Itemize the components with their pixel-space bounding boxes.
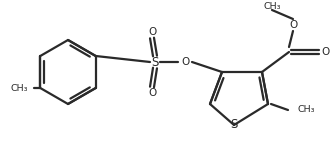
Text: S: S (151, 56, 159, 69)
Text: CH₃: CH₃ (263, 1, 281, 10)
Text: CH₃: CH₃ (10, 83, 28, 92)
Text: O: O (148, 27, 156, 37)
Text: S: S (230, 118, 238, 132)
Text: O: O (322, 47, 330, 57)
Text: O: O (148, 88, 156, 98)
Text: O: O (181, 57, 189, 67)
Text: CH₃: CH₃ (298, 106, 316, 115)
Text: O: O (289, 20, 297, 30)
